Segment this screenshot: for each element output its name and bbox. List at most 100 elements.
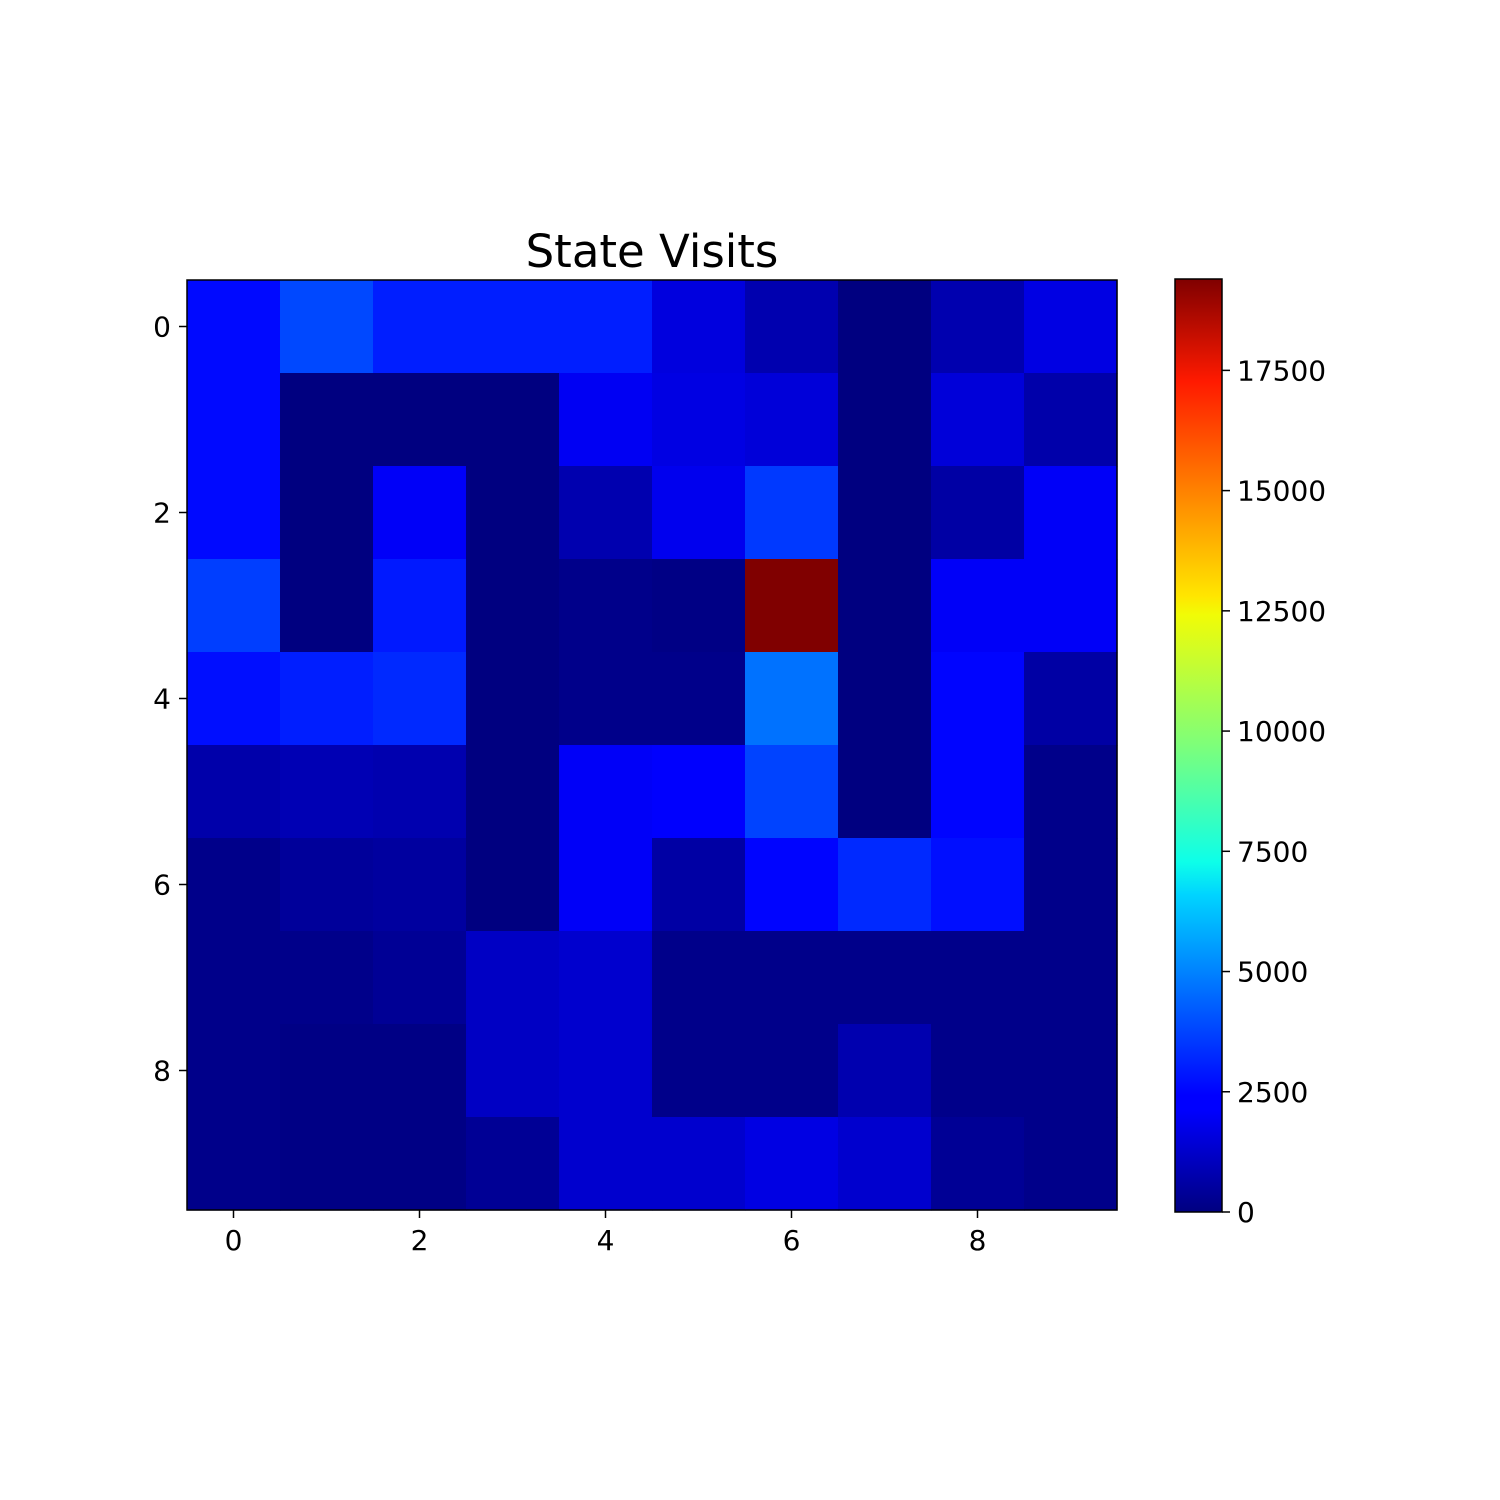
heatmap-cell-r6-c6 <box>745 838 839 932</box>
heatmap-cell-r9-c2 <box>373 1117 467 1211</box>
heatmap-cell-r6-c0 <box>187 838 281 932</box>
x-axis: 0 2 4 6 8 <box>225 1210 986 1257</box>
heatmap-cell-r6-c7 <box>838 838 932 932</box>
colorbar-tick-label: 15000 <box>1237 475 1326 508</box>
colorbar-tick-label: 0 <box>1237 1196 1255 1229</box>
heatmap-cell-r3-c5 <box>652 559 746 653</box>
heatmap-cell-r5-c6 <box>745 745 839 839</box>
heatmap-cell-r5-c8 <box>931 745 1025 839</box>
heatmap-cell-r2-c2 <box>373 466 467 560</box>
heatmap-cell-r2-c5 <box>652 466 746 560</box>
heatmap-cell-r1-c1 <box>280 373 374 467</box>
heatmap-cell-r0-c9 <box>1024 280 1118 374</box>
heatmap-cell-r4-c7 <box>838 652 932 746</box>
heatmap-cell-r5-c2 <box>373 745 467 839</box>
heatmap-cell-r7-c9 <box>1024 931 1118 1025</box>
heatmap-cell-r9-c7 <box>838 1117 932 1211</box>
y-tick-label: 6 <box>153 869 171 902</box>
heatmap-cell-r9-c8 <box>931 1117 1025 1211</box>
heatmap-cell-r6-c9 <box>1024 838 1118 932</box>
y-tick-label: 8 <box>153 1055 171 1088</box>
heatmap-cell-r8-c8 <box>931 1024 1025 1118</box>
colorbar <box>1174 278 1223 1213</box>
heatmap-cell-r4-c9 <box>1024 652 1118 746</box>
heatmap-cell-r6-c4 <box>559 838 653 932</box>
heatmap-cell-r1-c4 <box>559 373 653 467</box>
heatmap-cell-r0-c1 <box>280 280 374 374</box>
heatmap-cell-r1-c2 <box>373 373 467 467</box>
heatmap-cell-r5-c9 <box>1024 745 1118 839</box>
heatmap-cell-r1-c7 <box>838 373 932 467</box>
heatmap-cell-r5-c3 <box>466 745 560 839</box>
x-tick-label: 2 <box>411 1224 429 1257</box>
heatmap-cell-r2-c9 <box>1024 466 1118 560</box>
heatmap-cell-r3-c2 <box>373 559 467 653</box>
heatmap-cell-r9-c5 <box>652 1117 746 1211</box>
heatmap-cell-r8-c4 <box>559 1024 653 1118</box>
heatmap-cell-r5-c4 <box>559 745 653 839</box>
heatmap-cell-r0-c5 <box>652 280 746 374</box>
heatmap-cell-r4-c5 <box>652 652 746 746</box>
heatmap-cell-r9-c3 <box>466 1117 560 1211</box>
heatmap-cell-r5-c1 <box>280 745 374 839</box>
heatmap-cell-r0-c4 <box>559 280 653 374</box>
heatmap-cell-r1-c6 <box>745 373 839 467</box>
heatmap-cell-r7-c5 <box>652 931 746 1025</box>
heatmap-cell-r4-c1 <box>280 652 374 746</box>
heatmap-cell-r5-c5 <box>652 745 746 839</box>
heatmap-cell-r7-c6 <box>745 931 839 1025</box>
heatmap-cell-r4-c4 <box>559 652 653 746</box>
x-tick-label: 6 <box>783 1224 801 1257</box>
colorbar-tick-label: 7500 <box>1237 835 1308 868</box>
heatmap-cell-r1-c9 <box>1024 373 1118 467</box>
heatmap-cell-r8-c2 <box>373 1024 467 1118</box>
heatmap-cell-r3-c1 <box>280 559 374 653</box>
heatmap-cell-r3-c7 <box>838 559 932 653</box>
heatmap-cell-r1-c8 <box>931 373 1025 467</box>
heatmap-cells <box>187 280 1118 1211</box>
heatmap-cell-r2-c7 <box>838 466 932 560</box>
y-axis: 0 2 4 6 8 <box>153 311 187 1088</box>
heatmap-cell-r7-c3 <box>466 931 560 1025</box>
heatmap-cell-r7-c2 <box>373 931 467 1025</box>
heatmap-cell-r4-c6 <box>745 652 839 746</box>
heatmap-cell-r3-c9 <box>1024 559 1118 653</box>
heatmap-cell-r0-c0 <box>187 280 281 374</box>
x-tick-label: 4 <box>597 1224 615 1257</box>
heatmap-cell-r8-c0 <box>187 1024 281 1118</box>
heatmap-cell-r2-c6 <box>745 466 839 560</box>
heatmap-cell-r7-c1 <box>280 931 374 1025</box>
heatmap-cell-r5-c7 <box>838 745 932 839</box>
heatmap-cell-r9-c0 <box>187 1117 281 1211</box>
heatmap-cell-r9-c6 <box>745 1117 839 1211</box>
heatmap-cell-r1-c3 <box>466 373 560 467</box>
heatmap-cell-r9-c9 <box>1024 1117 1118 1211</box>
heatmap-cell-r2-c1 <box>280 466 374 560</box>
heatmap-cell-r9-c1 <box>280 1117 374 1211</box>
heatmap-cell-r9-c4 <box>559 1117 653 1211</box>
heatmap-cell-r1-c5 <box>652 373 746 467</box>
heatmap-cell-r7-c8 <box>931 931 1025 1025</box>
colorbar-tick-label: 2500 <box>1237 1076 1308 1109</box>
heatmap-cell-r8-c3 <box>466 1024 560 1118</box>
heatmap-cell-r1-c0 <box>187 373 281 467</box>
heatmap-cell-r8-c9 <box>1024 1024 1118 1118</box>
colorbar-tick-label: 5000 <box>1237 956 1308 989</box>
heatmap-cell-r2-c4 <box>559 466 653 560</box>
colorbar-tick-label: 10000 <box>1237 715 1326 748</box>
heatmap-cell-r8-c1 <box>280 1024 374 1118</box>
heatmap-cell-r0-c7 <box>838 280 932 374</box>
heatmap-cell-r3-c8 <box>931 559 1025 653</box>
heatmap-cell-r7-c4 <box>559 931 653 1025</box>
heatmap-cell-r7-c0 <box>187 931 281 1025</box>
heatmap-cell-r6-c2 <box>373 838 467 932</box>
heatmap-cell-r6-c8 <box>931 838 1025 932</box>
heatmap-cell-r2-c8 <box>931 466 1025 560</box>
heatmap-cell-r3-c4 <box>559 559 653 653</box>
heatmap-cell-r8-c6 <box>745 1024 839 1118</box>
heatmap-cell-r4-c0 <box>187 652 281 746</box>
colorbar-axis: 0 2500 5000 7500 10000 12500 15000 17500 <box>1222 354 1326 1229</box>
heatmap-cell-r0-c2 <box>373 280 467 374</box>
chart-title: State Visits <box>526 225 779 278</box>
heatmap-cell-r5-c0 <box>187 745 281 839</box>
